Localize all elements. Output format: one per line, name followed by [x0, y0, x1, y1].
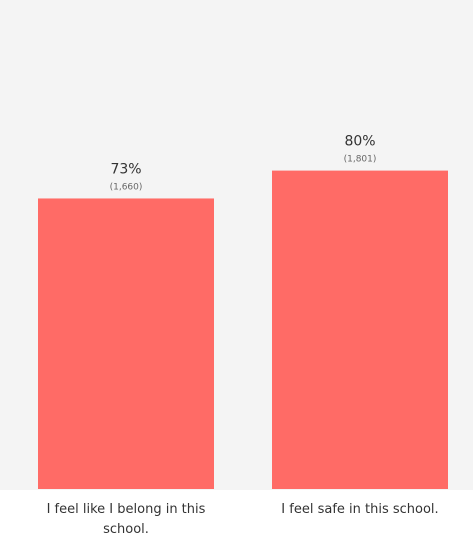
category-label-2-line-1: I feel safe in this school. — [281, 502, 438, 517]
bar-1 — [38, 198, 214, 489]
value-label-1: 73% — [110, 161, 141, 177]
category-label-1-line-1: I feel like I belong in this — [47, 502, 206, 517]
value-label-2: 80% — [344, 134, 375, 150]
bar-2 — [272, 170, 448, 489]
count-label-1: (1,660) — [110, 182, 143, 192]
count-label-2: (1,801) — [344, 155, 377, 165]
category-label-1-line-2: school. — [103, 522, 149, 537]
